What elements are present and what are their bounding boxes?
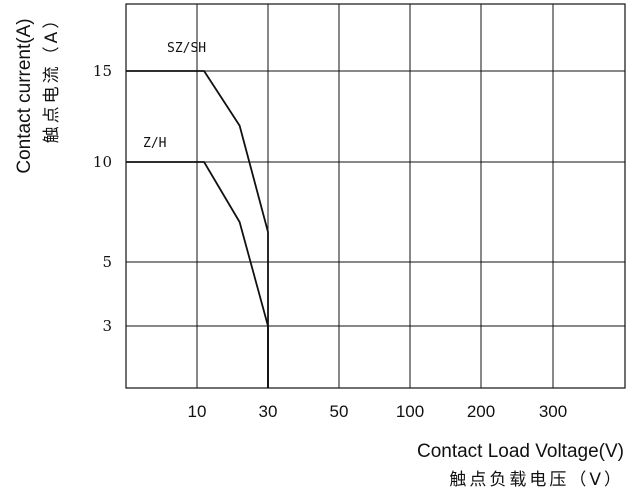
y-tick-10: 10	[93, 153, 112, 171]
series-layer	[126, 70, 269, 388]
plot-frame	[125, 3, 626, 389]
y-tick-15: 15	[93, 62, 112, 80]
series-label-sz-sh: SZ/SH	[167, 41, 206, 56]
series-labels: SZ/SH Z/H	[143, 41, 206, 151]
grid	[125, 3, 626, 389]
x-tick-100: 100	[396, 402, 424, 421]
y-tick-labels: 15 10 5 3	[93, 62, 112, 335]
series-label-z-h: Z/H	[143, 136, 166, 151]
x-tick-50: 50	[330, 402, 349, 421]
x-axis-label-cn: 触点负载电压（V）	[449, 470, 624, 490]
series-line-sz-sh	[126, 70, 269, 388]
x-axis-label: Contact Load Voltage(V)	[417, 441, 624, 462]
x-tick-200: 200	[467, 402, 495, 421]
x-tick-labels: 10 30 50 100 200 300	[188, 402, 568, 421]
x-tick-30: 30	[259, 402, 278, 421]
y-axis-label: Contact current(A)	[14, 18, 35, 173]
y-axis-label-cn: 触点电流（A）	[42, 9, 62, 144]
x-tick-300: 300	[539, 402, 567, 421]
y-tick-3: 3	[102, 317, 112, 335]
x-tick-10: 10	[188, 402, 207, 421]
series-line-z-h	[126, 161, 269, 388]
y-tick-5: 5	[102, 253, 112, 271]
